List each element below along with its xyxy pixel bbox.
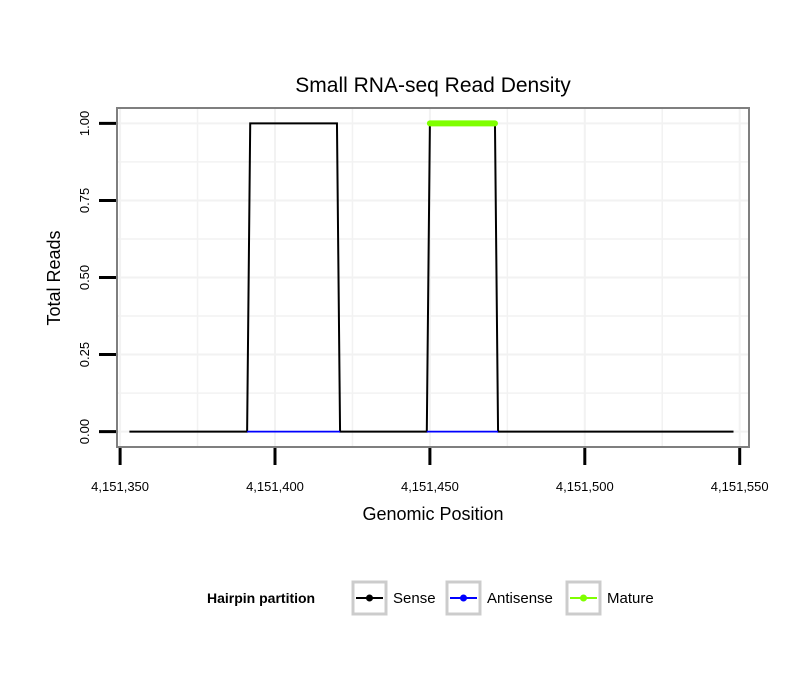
x-axis: 4,151,350 4,151,400 4,151,450 4,151,500 4,15…: [91, 448, 769, 494]
legend-item-antisense: Antisense: [445, 580, 553, 616]
plot-panel-border: [116, 107, 750, 448]
legend-title: Hairpin partition: [207, 590, 315, 606]
legend-item-mature: Mature: [565, 580, 654, 616]
x-tick-label: 4,151,400: [246, 479, 304, 494]
x-tick-label: 4,151,450: [401, 479, 459, 494]
x-tick-label: 4,151,350: [91, 479, 149, 494]
y-tick-label: 0.00: [77, 419, 92, 444]
series-layer: [129, 120, 734, 433]
legend-item-sense: Sense: [351, 580, 436, 616]
chart-title: Small RNA-seq Read Density: [295, 74, 571, 97]
y-tick-label: 0.50: [77, 265, 92, 290]
legend-label: Mature: [607, 590, 654, 607]
legend-label: Sense: [393, 590, 436, 607]
x-tick-label: 4,151,500: [556, 479, 614, 494]
legend-label: Antisense: [487, 590, 553, 607]
y-tick-label: 0.25: [77, 342, 92, 367]
legend-key-point: [460, 594, 467, 602]
legend-key-point: [366, 594, 373, 602]
x-tick-label: 4,151,550: [711, 479, 769, 494]
legend: Hairpin partition Sense Antisense Mature: [207, 580, 654, 616]
y-tick-label: 0.75: [77, 188, 92, 213]
y-axis: 0.00 0.25 0.50 0.75 1.00: [77, 111, 116, 444]
legend-key-point: [580, 594, 587, 602]
x-axis-title: Genomic Position: [362, 504, 503, 524]
series-sense-line: [129, 122, 734, 433]
y-tick-label: 1.00: [77, 111, 92, 136]
y-axis-title: Total Reads: [44, 230, 64, 325]
